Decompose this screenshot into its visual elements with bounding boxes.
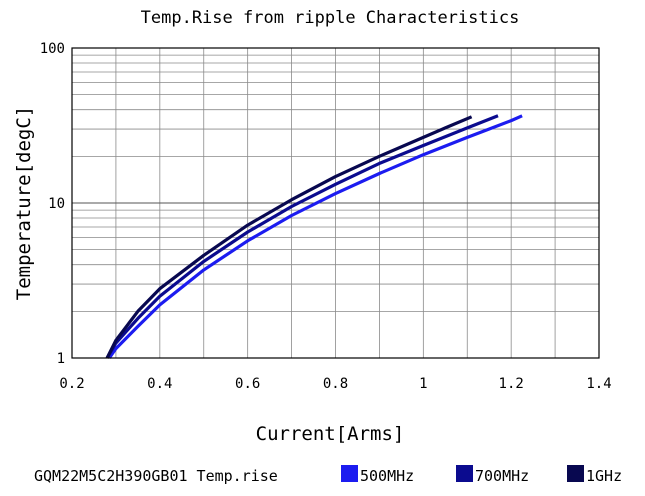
y-tick-label: 1: [57, 351, 65, 367]
x-tick-label: 0.8: [323, 376, 348, 392]
legend-item-1ghz: 1GHz: [567, 465, 622, 485]
x-axis-label: Current[Arms]: [256, 423, 405, 445]
legend-label: 700MHz: [475, 467, 529, 485]
x-tick-label: 1.4: [586, 376, 611, 392]
y-axis-label: Temperature[degC]: [13, 106, 35, 300]
plot-area-frame: [71, 47, 600, 359]
legend-label: 1GHz: [586, 467, 622, 485]
x-tick-labels: 0.2 0.4 0.6 0.8 1 1.2 1.4: [59, 376, 611, 392]
legend-item-500mhz: 500MHz: [341, 465, 414, 485]
series-line-700mhz: [105, 114, 499, 359]
x-tick-label: 1.2: [499, 376, 524, 392]
legend-swatch: [341, 465, 358, 482]
legend-item-700mhz: 700MHz: [456, 465, 529, 485]
y-tick-labels: 1 10 100: [40, 41, 65, 367]
series-line-1ghz: [105, 115, 473, 359]
x-tick-label: 0.2: [59, 376, 84, 392]
legend-swatch: [567, 465, 584, 482]
legend-title: GQM22M5C2H390GB01 Temp.rise: [34, 467, 278, 485]
x-tick-label: 0.6: [235, 376, 260, 392]
y-tick-label: 100: [40, 41, 65, 57]
y-tick-label: 10: [48, 196, 65, 212]
legend: 500MHz 700MHz 1GHz: [341, 465, 622, 485]
series-lines: [105, 114, 523, 359]
chart-title: Temp.Rise from ripple Characteristics: [141, 8, 520, 28]
legend-swatch: [456, 465, 473, 482]
x-tick-label: 1: [419, 376, 427, 392]
series-line-500mhz: [107, 114, 523, 359]
x-tick-label: 0.4: [147, 376, 172, 392]
legend-label: 500MHz: [360, 467, 414, 485]
